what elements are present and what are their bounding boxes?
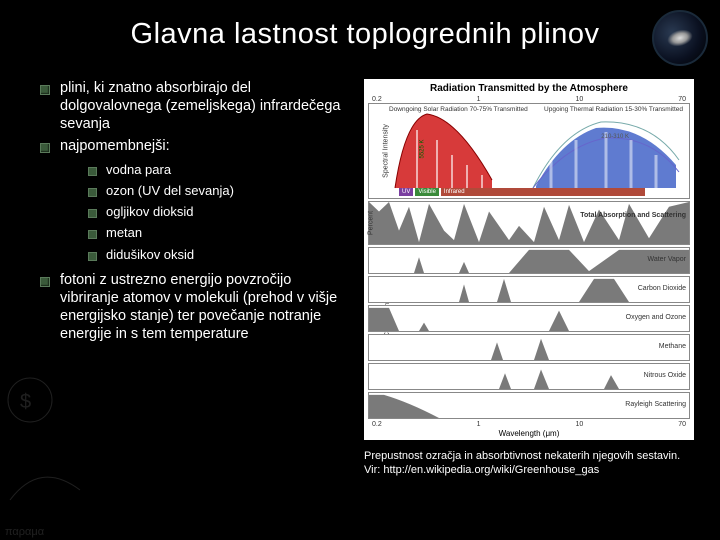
figure-caption: Prepustnost ozračja in absorbtivnost nek… — [364, 450, 694, 478]
slide: Glavna lastnost toplogrednih plinov plin… — [0, 0, 720, 540]
bullet-1: plini, ki znatno absorbirajo del dolgova… — [40, 79, 350, 133]
sub-1: vodna para — [88, 162, 350, 178]
sub-3: ogljikov dioksid — [88, 204, 350, 220]
xtick: 0.2 — [372, 421, 382, 428]
rlab-wv: Water Vapor — [647, 256, 686, 263]
xtick: 1 — [477, 96, 481, 103]
thermal-range-label: 210-310 K — [601, 134, 629, 140]
band-uv: UV — [399, 188, 413, 196]
band-infrared: Infrared — [441, 188, 645, 196]
sub-4: metan — [88, 225, 350, 241]
panel-o3: Oxygen and Ozone — [368, 305, 690, 332]
xtick: 0.2 — [372, 96, 382, 103]
panel-water-vapor: Water Vapor — [368, 247, 690, 274]
bullet-list: plini, ki znatno absorbirajo del dolgova… — [40, 79, 350, 343]
spectral-intensity-panel: Spectral Intensity Downgoing Solar Radia… — [368, 103, 690, 199]
panel-ch4: Methane — [368, 334, 690, 361]
band-labels: UV Visible Infrared — [399, 188, 645, 196]
ch4-spectrum — [369, 335, 689, 360]
slide-title: Glavna lastnost toplogrednih plinov — [40, 18, 690, 51]
bullet-2: najpomembnejši: vodna para ozon (UV del … — [40, 137, 350, 262]
rlab-o3: Oxygen and Ozone — [626, 314, 686, 321]
solar-curve — [387, 110, 497, 190]
x-ticks-top: 0.2 1 10 70 — [368, 96, 690, 103]
panel-co2: Carbon Dioxide — [368, 276, 690, 303]
xtick: 10 — [575, 96, 583, 103]
left-column: plini, ki znatno absorbirajo del dolgova… — [40, 79, 350, 478]
svg-text:παραμα: παραμα — [5, 526, 45, 538]
solar-peak-label: 5525 K — [420, 139, 426, 158]
xtick: 10 — [575, 421, 583, 428]
rlab-total: Total Absorption and Scattering — [580, 212, 686, 219]
panel-rayleigh: Rayleigh Scattering — [368, 392, 690, 419]
band-visible: Visible — [415, 188, 439, 196]
xtick: 1 — [477, 421, 481, 428]
rlab-co2: Carbon Dioxide — [638, 285, 686, 292]
rlab-ch4: Methane — [659, 343, 686, 350]
bullet-2-text: najpomembnejši: — [60, 138, 170, 154]
sub-list: vodna para ozon (UV del sevanja) ogljiko… — [88, 162, 350, 263]
sub-2: ozon (UV del sevanja) — [88, 183, 350, 199]
atmosphere-figure: Radiation Transmitted by the Atmosphere … — [364, 79, 694, 440]
absorption-spectrum — [369, 202, 689, 244]
panel-n2o: Nitrous Oxide — [368, 363, 690, 390]
content-row: plini, ki znatno absorbirajo del dolgova… — [40, 79, 690, 478]
n2o-spectrum — [369, 364, 689, 389]
svg-text:$: $ — [20, 391, 31, 413]
xtick: 70 — [678, 421, 686, 428]
right-column: Radiation Transmitted by the Atmosphere … — [364, 79, 694, 478]
rlab-n2o: Nitrous Oxide — [644, 372, 686, 379]
species-group: Major Components Water Vapor Carbon Diox… — [368, 247, 690, 419]
rlab-rayleigh: Rayleigh Scattering — [625, 401, 686, 408]
wv-spectrum — [369, 248, 689, 273]
x-ticks-bottom: 0.2 1 10 70 — [368, 421, 690, 428]
sub-5: didušikov oksid — [88, 247, 350, 263]
xtick: 70 — [678, 96, 686, 103]
thermal-curve — [531, 110, 681, 190]
total-absorption-panel: Percent Total Absorption and Scattering — [368, 201, 690, 245]
x-axis-label: Wavelength (μm) — [368, 429, 690, 438]
ylab-percent: Percent — [368, 211, 375, 235]
figure-title: Radiation Transmitted by the Atmosphere — [368, 83, 690, 94]
bullet-3: fotoni z ustrezno energijo povzročijo vi… — [40, 271, 350, 344]
logo-badge — [652, 10, 708, 66]
